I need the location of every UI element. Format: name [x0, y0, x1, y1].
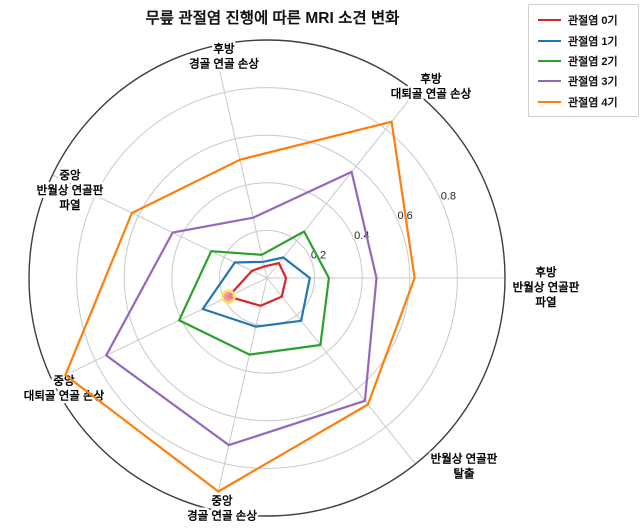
axis-label: 중앙 대퇴골 연골 손상 — [24, 375, 105, 403]
legend-item-stage3[interactable]: 관절염 3기 — [529, 71, 638, 91]
series-line-관절염 2기 — [178, 230, 330, 356]
axis-spoke — [52, 174, 268, 279]
axis-label: 후방 경골 연골 손상 — [189, 42, 259, 71]
legend-item-label: 관절염 4기 — [568, 96, 618, 109]
legend-line-swatch — [538, 80, 561, 83]
axis-label: 중앙 반월상 연골판 파열 — [37, 169, 104, 212]
axis-label: 중앙 경골 연골 손상 — [187, 495, 257, 523]
radial-tick-label: 0.8 — [441, 190, 456, 202]
axis-label: 반월상 연골판 탈출 — [431, 452, 498, 481]
axis-spoke — [266, 277, 416, 465]
legend-item-label: 관절염 3기 — [568, 76, 618, 89]
outer-circle — [28, 39, 506, 517]
series-line-관절염 1기 — [201, 256, 311, 328]
legend-item-label: 관절염 0기 — [568, 15, 618, 28]
chart-title: 무릎 관절염 진행에 따른 MRI 소견 변화 — [145, 10, 400, 27]
series-line-관절염 3기 — [105, 170, 378, 447]
legend-item-stage1[interactable]: 관절염 1기 — [529, 30, 638, 50]
legend-item-label: 관절염 2기 — [568, 55, 618, 68]
legend-line-swatch — [538, 100, 561, 103]
legend-item-stage4[interactable]: 관절염 4기 — [529, 92, 638, 112]
axis-spoke — [213, 277, 268, 511]
series-line-관절염 0기 — [227, 262, 288, 307]
legend-item-stage2[interactable]: 관절염 2기 — [529, 51, 638, 71]
legend-line-swatch — [538, 19, 561, 22]
legend-line-swatch — [538, 59, 561, 62]
legend-item-stage0[interactable]: 관절염 0기 — [529, 10, 638, 30]
legend: 관절염 0기 관절염 1기 관절염 2기 관절염 3기 관절염 4기 — [528, 4, 639, 117]
series-line-관절염 4기 — [64, 120, 416, 493]
axis-label: 후방 대퇴골 연골 손상 — [391, 72, 472, 101]
legend-item-label: 관절염 1기 — [568, 35, 618, 48]
axis-spoke — [213, 45, 268, 279]
legend-line-swatch — [538, 39, 561, 42]
axis-label: 후방 반월상 연골판 파열 — [513, 265, 580, 309]
highlight-marker — [221, 289, 236, 304]
